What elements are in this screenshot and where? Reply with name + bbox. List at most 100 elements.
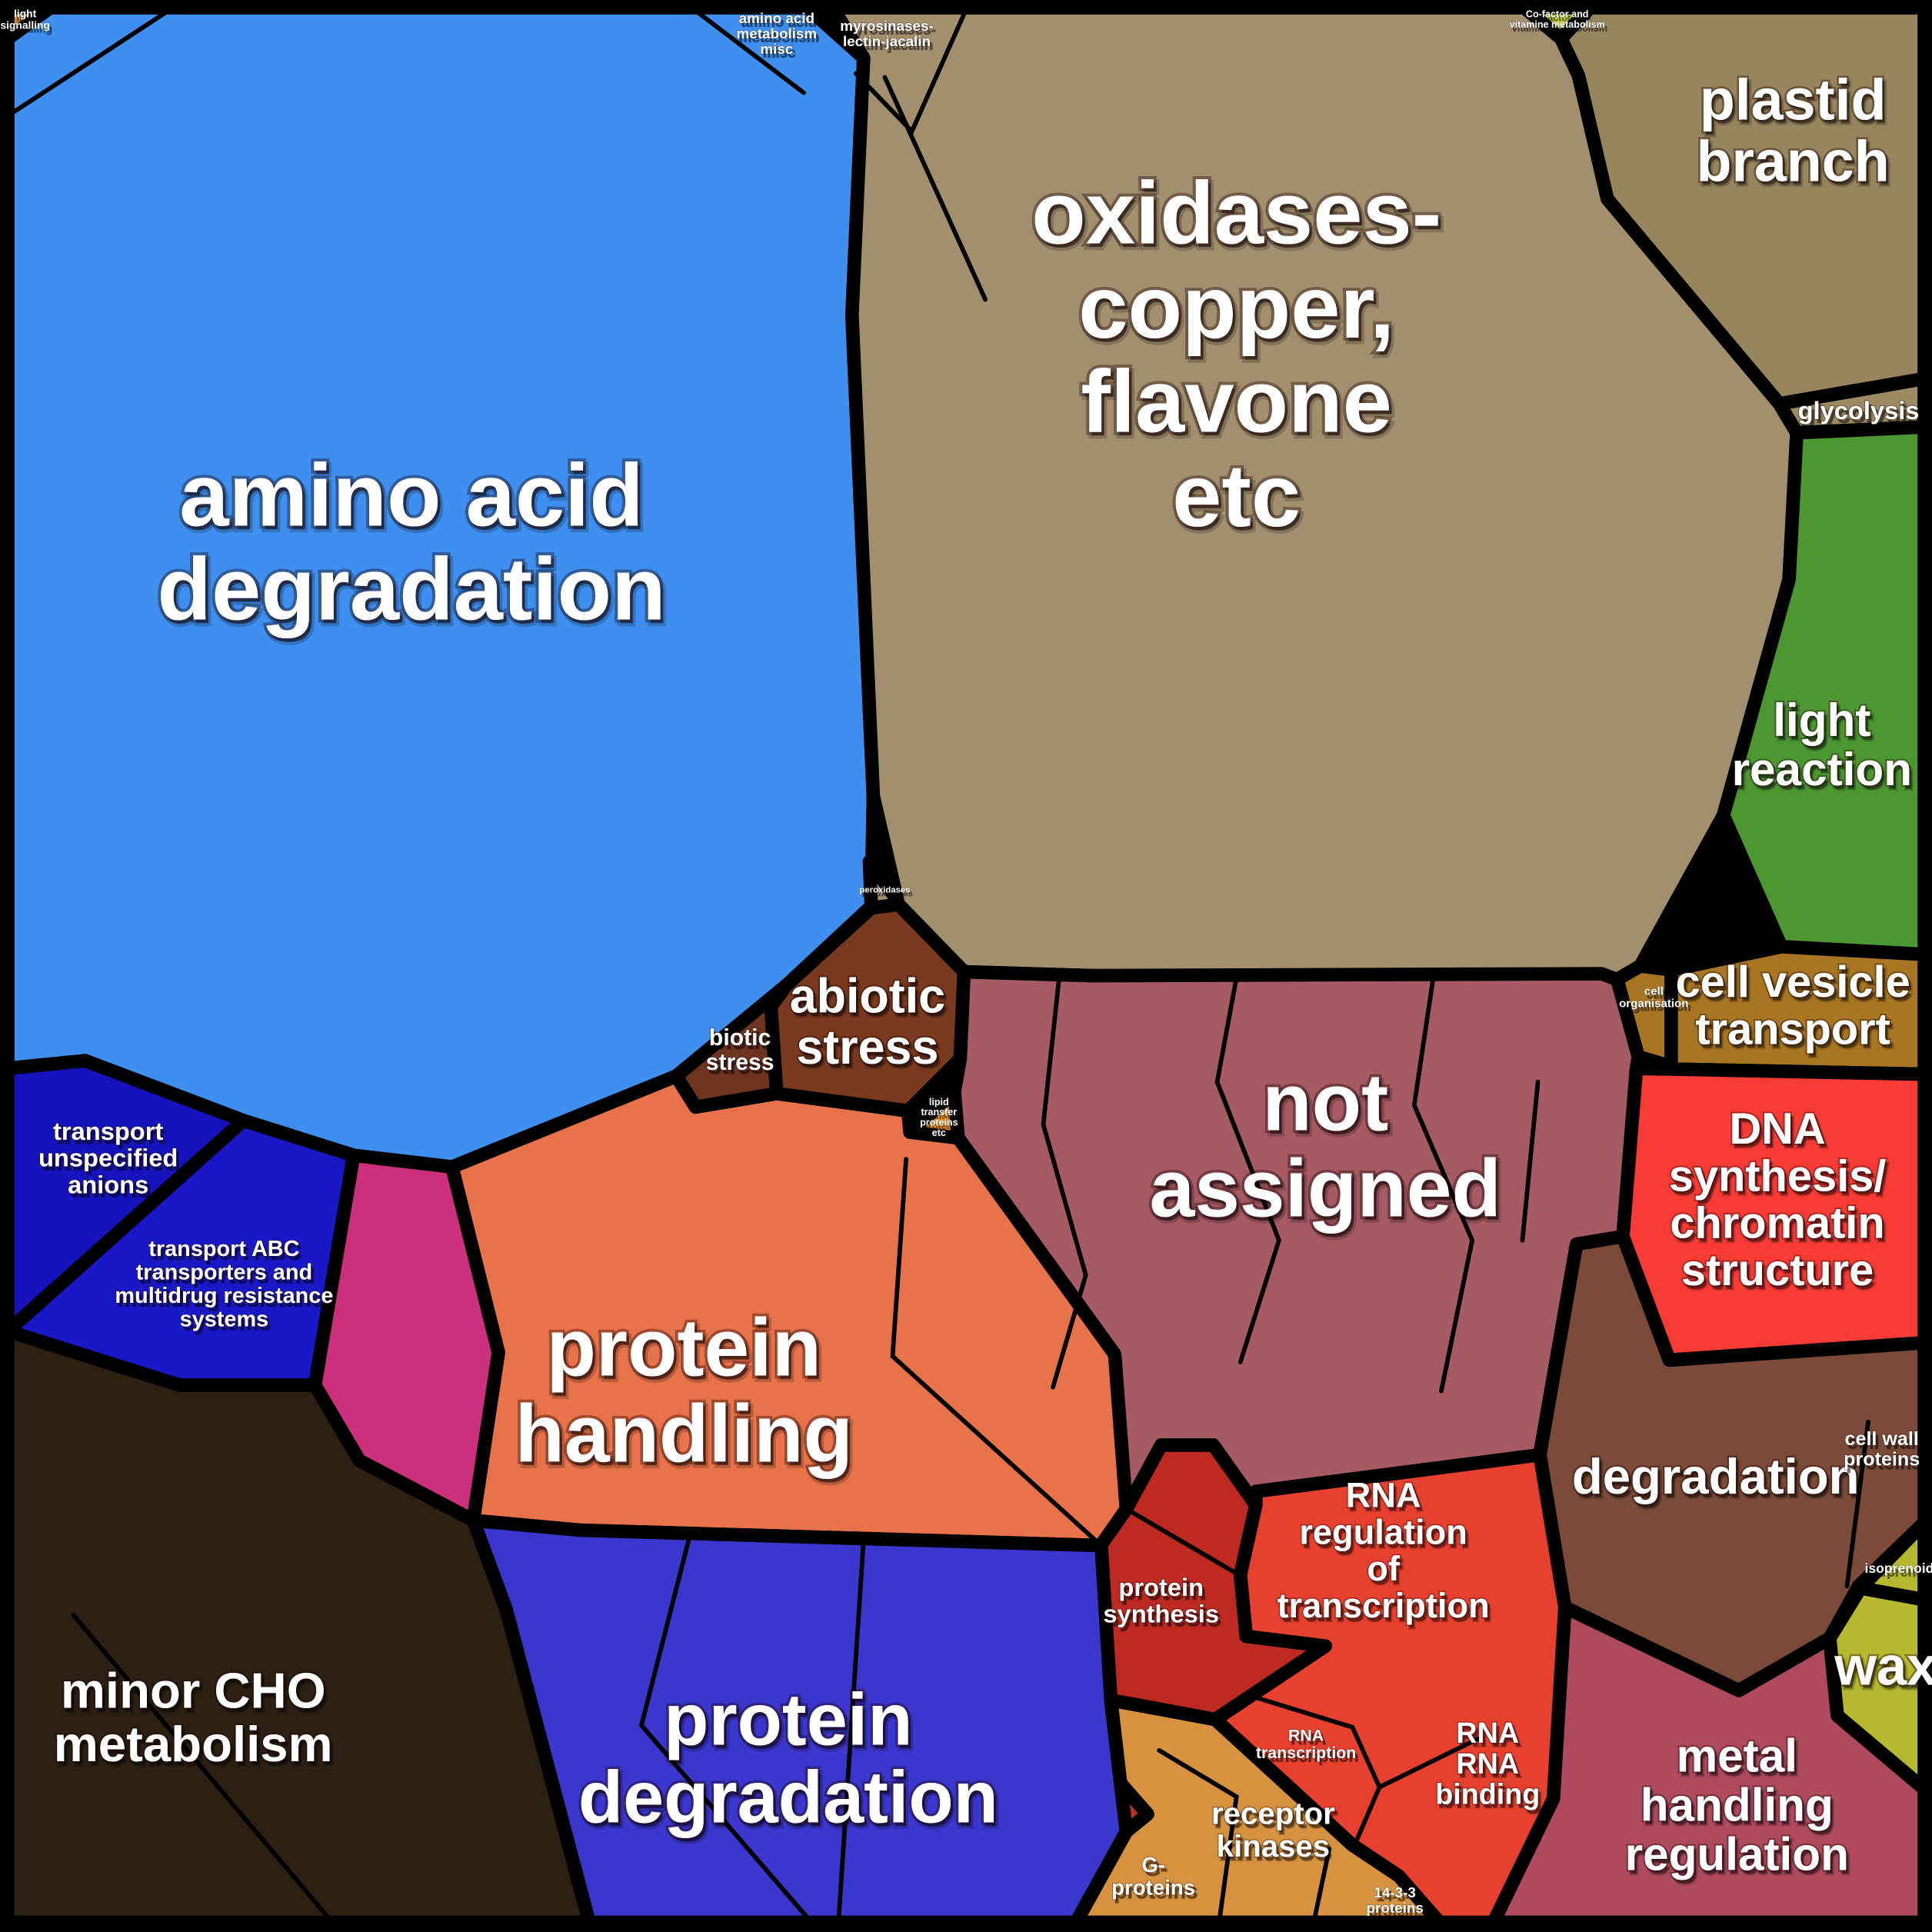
rna-regulation-of-transcription-label: RNA regulation of transcription bbox=[1277, 1475, 1489, 1625]
rna-transcription-label-line-0: RNA bbox=[1288, 1726, 1324, 1744]
metal-handling-regulation-label: metal handling regulation bbox=[1625, 1730, 1849, 1880]
light-reaction-label-line-1: reaction bbox=[1732, 743, 1912, 795]
wax-label-line-0: wax bbox=[1834, 1635, 1932, 1696]
amino-acid-degradation-label: amino acid degradation bbox=[157, 445, 665, 638]
sub-border-11 bbox=[1157, 1747, 1239, 1925]
glycolysis-label: glycolysis bbox=[1798, 396, 1920, 425]
amino-acid-metabolism-misc-label-line-0: amino acid bbox=[739, 10, 814, 26]
transport-unspecified-anions-label-line-0: transport bbox=[53, 1117, 163, 1145]
rna-regulation-of-transcription-label-line-0: RNA bbox=[1346, 1475, 1421, 1514]
metal-handling-regulation-label-line-2: regulation bbox=[1625, 1827, 1849, 1880]
protein-handling-label: protein handling bbox=[515, 1303, 853, 1480]
sub-border-4 bbox=[1041, 979, 1088, 1390]
rna-transcription-label-line-1: transcription bbox=[1256, 1744, 1356, 1762]
sub-border-3 bbox=[882, 75, 988, 302]
minor-cho-metabolism-label-line-1: metabolism bbox=[54, 1716, 333, 1772]
metal-handling-regulation-label-line-1: handling bbox=[1641, 1778, 1834, 1830]
sub-border-8 bbox=[1124, 1506, 1241, 1577]
sub-border-13 bbox=[71, 1613, 335, 1925]
peroxidases-label: peroxidases bbox=[860, 886, 911, 895]
cell-organisation-label: cell organisation bbox=[1619, 985, 1688, 1011]
rna-transcription-label: RNA transcription bbox=[1256, 1726, 1356, 1762]
transport-abc-label-line-2: multidrug resistance bbox=[115, 1284, 333, 1308]
transport-unspecified-anions-label-line-1: unspecified bbox=[38, 1144, 178, 1172]
dna-synthesis-chromatin-label: DNA synthesis/chromatin structure bbox=[1669, 1104, 1887, 1295]
degradation-label: degradation bbox=[1572, 1448, 1860, 1504]
cell-vesicle-transport-label-line-1: transport bbox=[1695, 1004, 1890, 1054]
sub-border-0 bbox=[5, 7, 172, 118]
g-proteins-label: G-proteins bbox=[1111, 1853, 1195, 1899]
abiotic-stress-label: abiotic stress bbox=[790, 969, 945, 1074]
myrosinases-lectin-jacalin-label-line-1: lectin-jacalin bbox=[843, 33, 931, 49]
transport-abc-label: transport ABC transporters and multidrug r… bbox=[115, 1237, 333, 1332]
sub-border-6 bbox=[1411, 973, 1475, 1394]
sub-border-17 bbox=[1844, 1419, 1870, 1589]
degradation-label-line-0: degradation bbox=[1572, 1448, 1860, 1504]
sub-border-1 bbox=[689, 5, 806, 95]
protein-degradation-label: protein degradation bbox=[578, 1679, 998, 1838]
isoprenoids-label: isoprenoids bbox=[1865, 1561, 1932, 1576]
receptor-kinases-label: receptor kinases bbox=[1211, 1796, 1335, 1864]
sub-border-5 bbox=[1214, 975, 1282, 1364]
light-reaction-label-line-0: light bbox=[1773, 694, 1870, 746]
cell-organisation-label-line-0: cell bbox=[1644, 985, 1664, 998]
transport-abc-label-line-1: transporters and bbox=[136, 1260, 312, 1284]
protein-handling-label-line-1: handling bbox=[515, 1388, 853, 1479]
protein-handling-label-line-0: protein bbox=[546, 1303, 821, 1394]
protein-degradation-label-line-0: protein bbox=[664, 1679, 912, 1760]
cell-biotic-stress bbox=[669, 978, 794, 1114]
amino-acid-metabolism-misc-label: amino acid metabolism misc bbox=[737, 10, 818, 57]
proteins-14-3-3-label-line-1: proteins bbox=[1367, 1900, 1424, 1916]
metal-handling-regulation-label-line-0: metal bbox=[1677, 1730, 1797, 1782]
lipid-transfer-proteins-label-line-0: lipid bbox=[929, 1097, 949, 1108]
cell-vesicle-transport-label-line-0: cell vesicle bbox=[1676, 958, 1910, 1007]
receptor-kinases-label-line-1: kinases bbox=[1217, 1829, 1330, 1864]
transport-abc-label-line-0: transport ABC bbox=[148, 1237, 299, 1261]
proteins-14-3-3-label: 14-3-3 proteins bbox=[1367, 1884, 1424, 1916]
rna-rna-binding-label-line-0: RNA bbox=[1456, 1717, 1519, 1749]
cell-vesicle-transport-label: cell vesicle transport bbox=[1676, 958, 1910, 1054]
g-proteins-label-line-1: proteins bbox=[1111, 1875, 1195, 1899]
dna-synthesis-chromatin-label-line-3: structure bbox=[1681, 1246, 1874, 1295]
amino-acid-degradation-label-line-0: amino acid bbox=[179, 445, 644, 545]
protein-synthesis-label: protein synthesis bbox=[1103, 1573, 1219, 1628]
glycolysis-label-line-0: glycolysis bbox=[1798, 396, 1920, 425]
biotic-stress-label: biotic stress bbox=[706, 1025, 774, 1075]
wax-label: wax bbox=[1834, 1635, 1932, 1696]
cofactor-vitamine-metabolism-label-line-0: Co-factor and bbox=[1526, 9, 1589, 20]
plastid-branch-label-line-0: plastid bbox=[1700, 68, 1887, 132]
lipid-transfer-proteins-label-line-3: etc bbox=[932, 1128, 946, 1138]
sub-borders-layer bbox=[5, 5, 1870, 1925]
proteins-14-3-3-label-line-0: 14-3-3 bbox=[1374, 1884, 1415, 1900]
cell-wall-proteins-label-line-0: cell wall bbox=[1845, 1428, 1919, 1450]
minor-cho-metabolism-label-line-0: minor CHO bbox=[61, 1663, 326, 1719]
protein-degradation-label-line-1: degradation bbox=[578, 1757, 998, 1839]
oxidases-copper-flavone-label-line-2: flavone bbox=[1081, 351, 1392, 451]
dna-synthesis-chromatin-label-line-1: synthesis/ bbox=[1669, 1151, 1887, 1201]
cell-protein-synthesis bbox=[1092, 1438, 1333, 1727]
plastid-branch-label-line-1: branch bbox=[1697, 129, 1890, 194]
receptor-kinases-label-line-0: receptor bbox=[1211, 1796, 1335, 1830]
not-assigned-label-line-1: assigned bbox=[1150, 1143, 1501, 1234]
not-assigned-label-line-0: not bbox=[1262, 1058, 1388, 1148]
sub-border-15 bbox=[836, 1537, 866, 1925]
g-proteins-label-line-0: G- bbox=[1141, 1853, 1165, 1877]
dna-synthesis-chromatin-label-line-0: DNA bbox=[1729, 1104, 1825, 1154]
sub-border-10 bbox=[1377, 1736, 1481, 1790]
cofactor-vitamine-metabolism-label-line-1: vitamine metabolism bbox=[1510, 19, 1605, 30]
oxidases-copper-flavone-label-line-3: etc bbox=[1172, 446, 1301, 545]
rna-rna-binding-label-line-1: RNA bbox=[1456, 1747, 1519, 1780]
lipid-transfer-proteins-label-line-2: proteins bbox=[920, 1117, 958, 1128]
protein-synthesis-label-line-0: protein bbox=[1118, 1573, 1204, 1601]
minor-cho-metabolism-label: minor CHO metabolism bbox=[54, 1663, 333, 1772]
amino-acid-metabolism-misc-label-line-1: metabolism bbox=[737, 25, 818, 42]
sub-border-2 bbox=[853, 7, 968, 135]
cell-light-signalling bbox=[1, 1, 58, 46]
cell-wall-proteins-label-line-1: proteins bbox=[1844, 1449, 1920, 1471]
light-signalling-label-line-0: light bbox=[14, 8, 37, 20]
rna-regulation-of-transcription-label-line-2: of bbox=[1367, 1549, 1401, 1588]
cell-organisation-label-line-1: organisation bbox=[1619, 998, 1688, 1011]
light-signalling-label-line-1: signalling bbox=[0, 18, 49, 31]
